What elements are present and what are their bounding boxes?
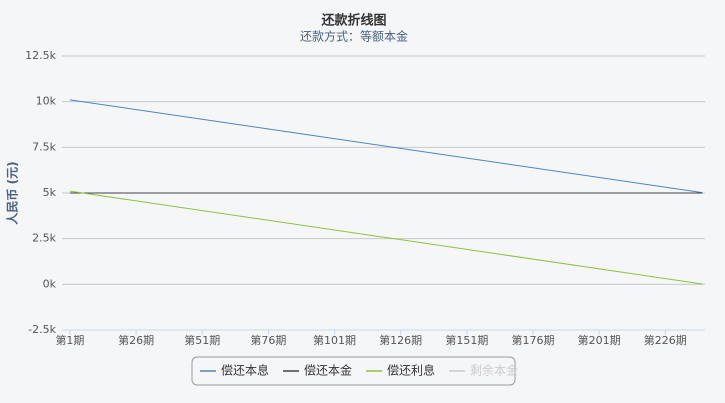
- x-tick-label: 第126期: [379, 333, 422, 347]
- x-tick-label: 第226期: [644, 333, 687, 347]
- x-tick-label: 第76期: [250, 333, 286, 347]
- y-tick-label: 0k: [43, 277, 57, 290]
- chart-subtitle: 还款方式：等额本金: [300, 29, 408, 44]
- legend-label[interactable]: 剩余本金: [470, 363, 518, 378]
- y-tick-label: 12.5k: [25, 49, 56, 62]
- legend-box: [191, 356, 516, 386]
- x-tick-label: 第51期: [184, 333, 220, 347]
- y-tick-label: 7.5k: [32, 140, 56, 153]
- series-line: [69, 99, 703, 194]
- x-tick-label: 第151期: [445, 333, 488, 347]
- x-tick-label: 第101期: [313, 333, 356, 347]
- x-tick-label: 第1期: [55, 333, 84, 347]
- legend-label[interactable]: 偿还利息: [387, 363, 435, 378]
- x-tick-label: 第26期: [118, 333, 154, 347]
- y-tick-label: 2.5k: [32, 232, 56, 245]
- series-line: [69, 190, 703, 285]
- legend-label[interactable]: 偿还本息: [221, 363, 269, 378]
- chart-title: 还款折线图: [320, 13, 386, 29]
- y-tick-label: 10k: [36, 95, 57, 108]
- y-tick-label: -2.5k: [28, 323, 56, 336]
- y-axis-label: 人民币 (元): [5, 161, 20, 224]
- legend-label[interactable]: 偿还本金: [304, 363, 352, 378]
- x-tick-label: 第176期: [512, 333, 555, 347]
- x-tick-label: 第201期: [578, 333, 621, 347]
- y-tick-label: 5k: [43, 186, 57, 199]
